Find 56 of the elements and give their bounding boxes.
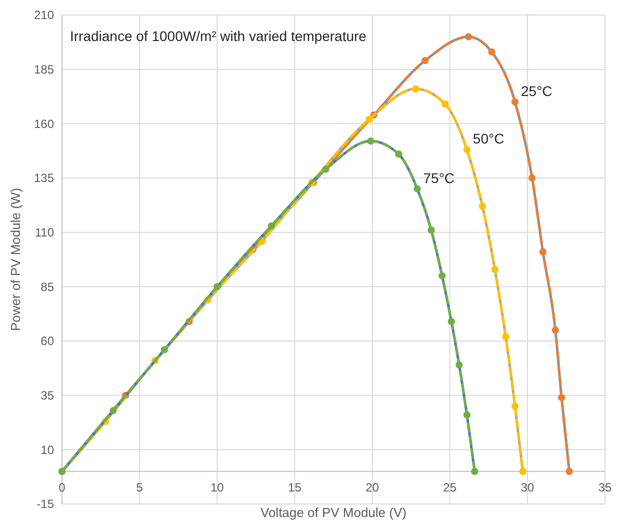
point (463, 146, 471, 154)
y-tick-label: 60 (40, 334, 54, 348)
point (428, 226, 435, 234)
x-axis-title: Voltage of PV Module (V) (260, 505, 406, 520)
point (412, 85, 420, 92)
series-label: 50°C (472, 130, 504, 147)
y-axis-title: Power of PV Module (W) (8, 188, 23, 332)
point (463, 411, 471, 418)
x-tick-label: 10 (210, 480, 224, 494)
point (110, 406, 117, 414)
point (502, 333, 510, 340)
point (464, 33, 472, 40)
y-tick-label: 85 (40, 280, 54, 294)
point (539, 248, 547, 256)
series-label: 75°C (423, 170, 455, 186)
point (421, 57, 429, 64)
point (471, 468, 478, 475)
point (488, 48, 496, 56)
x-tick-label: 35 (598, 480, 612, 494)
x-tick-label: 30 (520, 480, 534, 494)
point (448, 318, 456, 326)
point (322, 166, 330, 173)
point (160, 346, 168, 354)
point (478, 202, 486, 210)
point (528, 174, 536, 182)
y-tick-label: 110 (34, 226, 54, 240)
point (268, 222, 276, 230)
x-tick-label: 15 (288, 480, 302, 494)
point (511, 402, 519, 410)
point (395, 150, 402, 158)
point (442, 100, 449, 108)
y-tick-label: 135 (34, 171, 54, 186)
y-tick-label: 35 (40, 388, 54, 403)
y-tick-label: 185 (34, 62, 54, 77)
point (367, 137, 374, 145)
point (491, 266, 498, 273)
point (552, 326, 559, 334)
point (214, 283, 221, 290)
y-tick-label: -15 (36, 497, 54, 512)
point (519, 468, 526, 475)
x-tick-label: 5 (136, 480, 144, 494)
point (566, 468, 573, 475)
x-tick-label: 0 (58, 480, 66, 494)
y-tick-label: 10 (40, 442, 54, 457)
point (366, 116, 373, 123)
x-tick-label: 25 (443, 480, 457, 494)
point (456, 361, 463, 369)
series-label: 25°C (521, 82, 552, 99)
point (414, 185, 421, 192)
point (558, 394, 566, 402)
y-tick-label: 160 (34, 116, 54, 131)
point (511, 98, 519, 106)
point (438, 272, 446, 280)
text: Irradiance of 1000W/m² with varied temperature (70, 28, 367, 44)
x-tick-label: 20 (366, 480, 380, 494)
y-tick-label: 210 (34, 8, 54, 22)
